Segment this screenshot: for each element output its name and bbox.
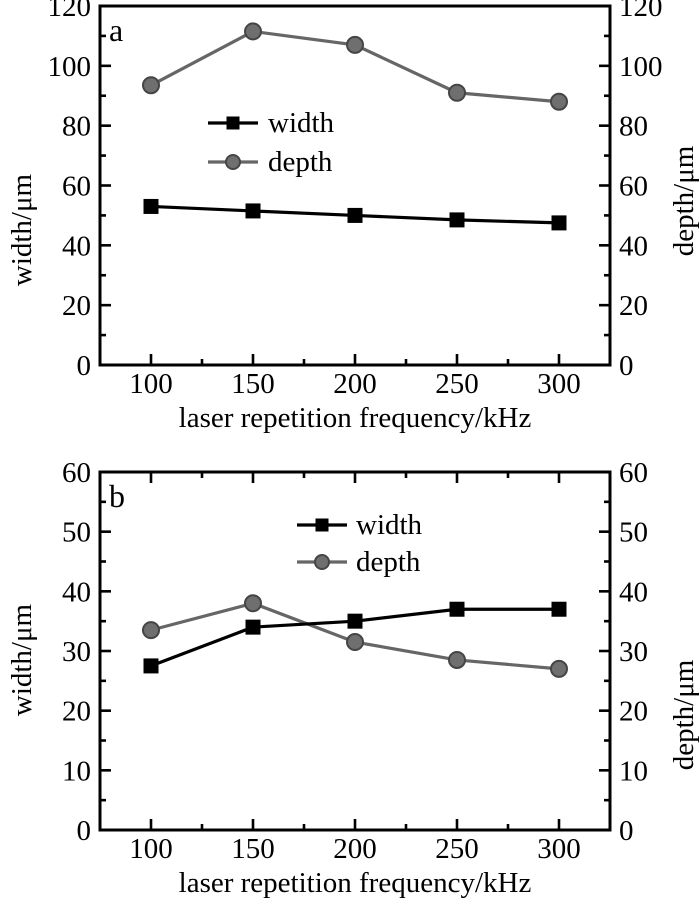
panel-a-label: a — [109, 12, 124, 48]
panel-a-y-tick-label-left: 20 — [62, 290, 91, 322]
panel-a-plot-frame — [98, 4, 612, 367]
panel-b-x-tick-label: 300 — [537, 833, 581, 865]
panel-a-y-tick-label-right: 40 — [619, 230, 648, 262]
panel-b-plot-frame — [98, 470, 612, 832]
panel-b-x-tick-label: 100 — [129, 833, 173, 865]
panel-b-y-tick-label-left: 0 — [77, 815, 92, 847]
panel-b-width-marker — [449, 601, 465, 617]
panel-b-depth-marker — [550, 659, 568, 678]
panel-a-y-tick-label-left: 120 — [48, 0, 92, 23]
panel-b-y-tick-label-left: 10 — [62, 755, 91, 787]
panel-a-y-tick-label-right: 60 — [619, 171, 648, 203]
panel-b-y-tick-label-right: 10 — [619, 755, 648, 787]
panel-a-y-tick-label-left: 0 — [77, 350, 92, 382]
panel-b-y-tick-label-left: 50 — [62, 517, 91, 549]
panel-b-left-axis-title: width/μm — [6, 603, 38, 717]
panel-b-width-marker — [143, 658, 159, 674]
panel-b-y-tick-label-left: 20 — [62, 696, 91, 728]
panel-a-width-marker — [347, 207, 363, 223]
panel-b-depth-marker — [244, 594, 262, 613]
panel-b-legend-width-label: width — [356, 509, 423, 541]
panel-b-label: b — [109, 478, 125, 514]
panel-b-width-marker — [245, 619, 261, 635]
panel-b-legend-width-marker — [315, 518, 329, 532]
panel-b-depth-marker — [448, 650, 466, 669]
panel-b-y-tick-label-left: 40 — [62, 576, 91, 608]
panel-b-y-tick-label-right: 50 — [619, 517, 648, 549]
panel-b-right-axis-title: depth/μm — [668, 659, 700, 771]
panel-a-depth-marker — [244, 22, 262, 41]
panel-b-y-tick-label-right: 60 — [619, 457, 648, 489]
panel-a-legend-depth-label: depth — [268, 146, 333, 178]
panel-a-x-tick-label: 100 — [129, 368, 173, 400]
panel-b-y-tick-label-right: 0 — [619, 815, 634, 847]
panel-a-depth-marker — [448, 83, 466, 102]
panel-a-depth-marker — [346, 35, 364, 54]
panel-b-x-tick-label: 250 — [435, 833, 479, 865]
panel-a-width-marker — [245, 203, 261, 219]
panel-a-x-tick-label: 200 — [333, 368, 377, 400]
panel-b-depth-marker — [346, 633, 364, 652]
panel-a-y-tick-label-right: 100 — [619, 51, 663, 83]
panel-a-y-tick-label-left: 60 — [62, 171, 91, 203]
panel-b-y-tick-label-left: 30 — [62, 636, 91, 668]
panel-a-y-tick-label-left: 40 — [62, 230, 91, 262]
panel-a-legend-depth-marker — [225, 154, 241, 170]
panel-a-y-tick-label-right: 20 — [619, 290, 648, 322]
panel-a-x-tick-label: 250 — [435, 368, 479, 400]
panel-a-width-marker — [449, 212, 465, 228]
panel-a-y-tick-label-left: 100 — [48, 51, 92, 83]
panel-b-y-tick-label-right: 20 — [619, 696, 648, 728]
panel-a-y-tick-label-right: 80 — [619, 111, 648, 143]
panel-b-legend-depth-marker — [314, 554, 330, 570]
panel-a-x-axis-title: laser repetition frequency/kHz — [178, 402, 532, 434]
panel-b-width-marker — [551, 601, 567, 617]
panel-a-x-tick-label: 300 — [537, 368, 581, 400]
panel-a-right-axis-title: depth/μm — [668, 145, 700, 257]
panel-a-y-tick-label-right: 120 — [619, 0, 663, 23]
panel-a-legend-width-label: width — [268, 107, 335, 139]
panel-b-y-tick-label-right: 40 — [619, 576, 648, 608]
panel-a-y-tick-label-right: 0 — [619, 350, 634, 382]
panel-a-x-tick-label: 150 — [231, 368, 275, 400]
panel-a-width-marker — [143, 198, 159, 214]
panel-b-y-tick-label-right: 30 — [619, 636, 648, 668]
panel-b-x-tick-label: 200 — [333, 833, 377, 865]
panel-a-depth-marker — [550, 92, 568, 111]
panel-b-width-marker — [347, 613, 363, 629]
panel-b-depth-marker — [142, 621, 160, 640]
panel-a-width-marker — [551, 215, 567, 231]
panel-b-y-tick-label-left: 60 — [62, 457, 91, 489]
panel-b-x-tick-label: 150 — [231, 833, 275, 865]
panel-b-x-axis-title: laser repetition frequency/kHz — [178, 867, 532, 899]
panel-a-depth-marker — [142, 76, 160, 95]
panel-b-legend-depth-label: depth — [356, 546, 421, 578]
panel-a-left-axis-title: width/μm — [6, 173, 38, 287]
panel-a-legend-width-marker — [226, 116, 240, 130]
panel-a-y-tick-label-left: 80 — [62, 111, 91, 143]
